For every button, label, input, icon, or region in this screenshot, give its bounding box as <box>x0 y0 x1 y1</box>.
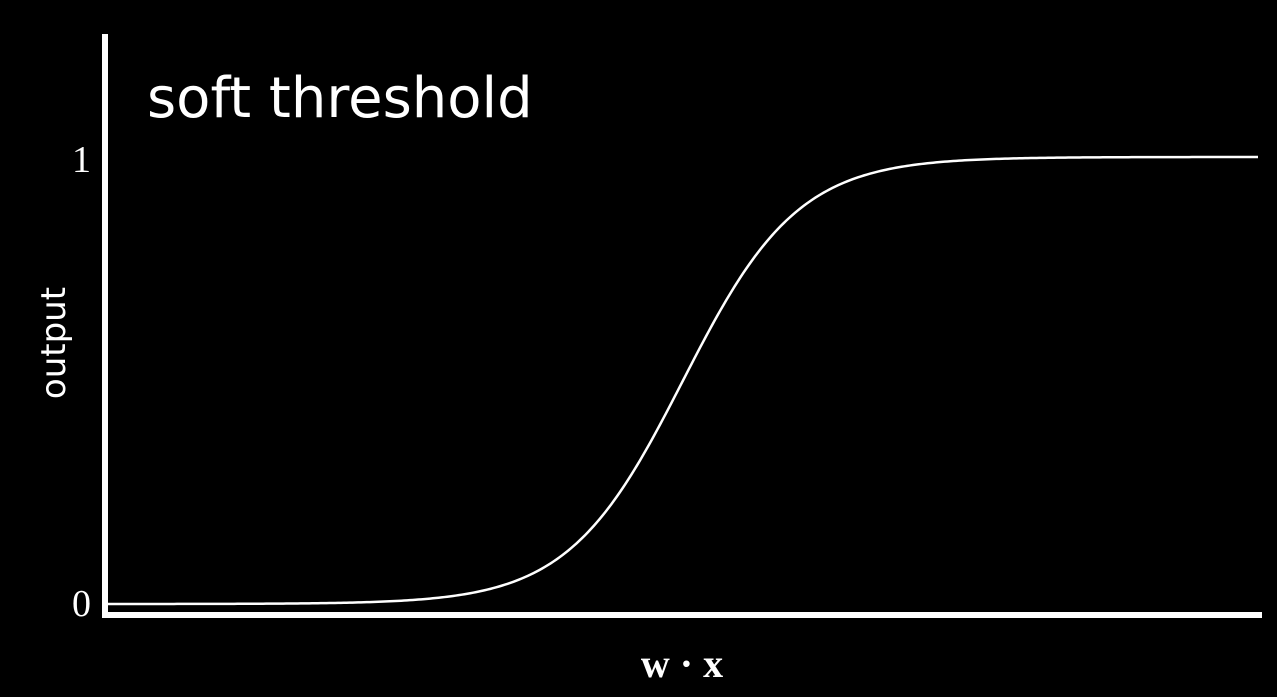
y-axis-label: output <box>34 287 74 399</box>
y-tick-label-1: 1 <box>72 139 91 181</box>
sigmoid-curve <box>108 155 1258 606</box>
x-axis-label: w · x <box>641 641 723 686</box>
series-layer <box>108 155 1258 606</box>
y-tick-label-0: 0 <box>72 583 91 625</box>
chart-title: soft threshold <box>147 66 533 131</box>
